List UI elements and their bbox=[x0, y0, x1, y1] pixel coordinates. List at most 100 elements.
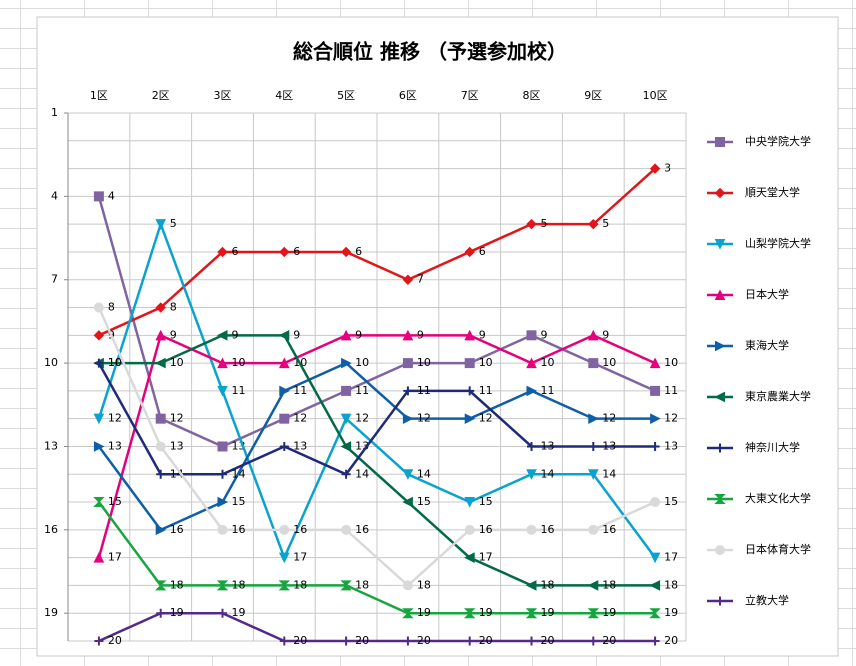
marker bbox=[650, 385, 661, 396]
data-label: 15 bbox=[664, 495, 678, 508]
data-label: 12 bbox=[479, 412, 493, 425]
marker bbox=[155, 357, 166, 369]
marker bbox=[341, 469, 351, 479]
marker bbox=[279, 413, 290, 424]
series: 9 8 6 6 6 7 6 5 5 3 bbox=[93, 162, 671, 341]
data-label: 5 bbox=[541, 217, 548, 230]
marker bbox=[402, 580, 413, 591]
marker bbox=[341, 524, 352, 535]
marker bbox=[93, 441, 105, 452]
legend-label: 日本体育大学 bbox=[745, 542, 811, 556]
legend-label: 立教大学 bbox=[745, 593, 789, 607]
x-tick-label: 9区 bbox=[584, 89, 602, 102]
y-tick-label: 10 bbox=[44, 356, 58, 369]
data-label: 17 bbox=[108, 551, 122, 564]
marker bbox=[340, 580, 352, 591]
y-tick-label: 1 bbox=[51, 106, 58, 119]
marker bbox=[464, 497, 476, 508]
marker bbox=[156, 608, 166, 618]
marker bbox=[649, 552, 661, 564]
data-label: 9 bbox=[417, 328, 424, 341]
marker bbox=[403, 386, 413, 396]
x-tick-label: 6区 bbox=[399, 89, 417, 102]
marker bbox=[216, 330, 228, 341]
x-tick-label: 3区 bbox=[214, 89, 232, 102]
marker bbox=[650, 636, 660, 646]
data-label: 9 bbox=[293, 328, 300, 341]
data-label: 11 bbox=[417, 384, 431, 397]
series-line bbox=[98, 167, 656, 337]
marker bbox=[155, 219, 167, 230]
x-tick-label: 7区 bbox=[461, 89, 479, 102]
data-label: 14 bbox=[417, 467, 431, 480]
marker bbox=[649, 163, 661, 174]
marker bbox=[715, 137, 725, 147]
x-tick-label: 1区 bbox=[90, 89, 108, 102]
marker bbox=[341, 636, 351, 646]
data-label: 4 bbox=[108, 189, 115, 202]
series-line bbox=[97, 501, 656, 615]
marker bbox=[587, 608, 600, 619]
marker bbox=[278, 330, 290, 341]
marker bbox=[218, 469, 227, 479]
data-label: 20 bbox=[108, 634, 122, 647]
data-label: 14 bbox=[170, 467, 184, 480]
marker bbox=[93, 413, 105, 425]
series: 10 10 9 9 13 15 17 18 18 18 bbox=[93, 328, 678, 591]
marker bbox=[526, 330, 537, 341]
marker bbox=[402, 608, 414, 619]
marker bbox=[649, 580, 661, 591]
data-label: 12 bbox=[602, 412, 616, 425]
marker bbox=[650, 497, 661, 508]
data-label: 9 bbox=[479, 328, 486, 341]
series: 15 18 18 18 18 19 19 19 19 19 bbox=[93, 495, 678, 619]
series-line bbox=[98, 334, 656, 587]
marker bbox=[715, 340, 726, 352]
legend-label: 順天堂大学 bbox=[745, 185, 800, 199]
data-label: 10 bbox=[108, 356, 122, 369]
marker bbox=[650, 441, 660, 451]
marker bbox=[402, 329, 414, 341]
marker bbox=[402, 496, 413, 508]
marker bbox=[464, 413, 476, 424]
data-label: 12 bbox=[108, 412, 122, 425]
marker bbox=[217, 496, 229, 508]
marker bbox=[649, 608, 661, 619]
marker bbox=[587, 580, 599, 591]
marker bbox=[93, 552, 105, 563]
data-label: 20 bbox=[355, 634, 369, 647]
marker bbox=[93, 191, 104, 202]
data-label: 16 bbox=[232, 523, 246, 536]
data-label: 18 bbox=[293, 578, 307, 591]
data-label: 10 bbox=[170, 356, 184, 369]
marker bbox=[217, 441, 228, 452]
legend-label: 日本大学 bbox=[745, 287, 789, 301]
data-label: 11 bbox=[355, 384, 369, 397]
marker bbox=[464, 246, 475, 258]
marker bbox=[714, 239, 726, 250]
data-label: 13 bbox=[541, 439, 555, 452]
data-label: 13 bbox=[108, 439, 122, 452]
data-label: 10 bbox=[602, 356, 616, 369]
marker bbox=[218, 608, 227, 618]
marker bbox=[402, 413, 414, 424]
marker bbox=[464, 329, 476, 341]
data-label: 10 bbox=[664, 356, 678, 369]
marker bbox=[463, 608, 476, 619]
data-label: 15 bbox=[232, 495, 246, 508]
data-label: 16 bbox=[602, 523, 616, 536]
marker bbox=[155, 329, 167, 341]
legend-label: 東海大学 bbox=[745, 338, 789, 352]
data-label: 6 bbox=[355, 245, 362, 258]
marker bbox=[588, 636, 598, 646]
marker bbox=[278, 357, 290, 369]
marker bbox=[526, 357, 537, 369]
data-label: 10 bbox=[417, 356, 431, 369]
data-label: 20 bbox=[417, 634, 431, 647]
legend-label: 神奈川大学 bbox=[745, 440, 800, 454]
marker bbox=[340, 413, 352, 425]
marker bbox=[588, 441, 598, 451]
data-label: 11 bbox=[479, 384, 493, 397]
marker bbox=[93, 497, 105, 508]
